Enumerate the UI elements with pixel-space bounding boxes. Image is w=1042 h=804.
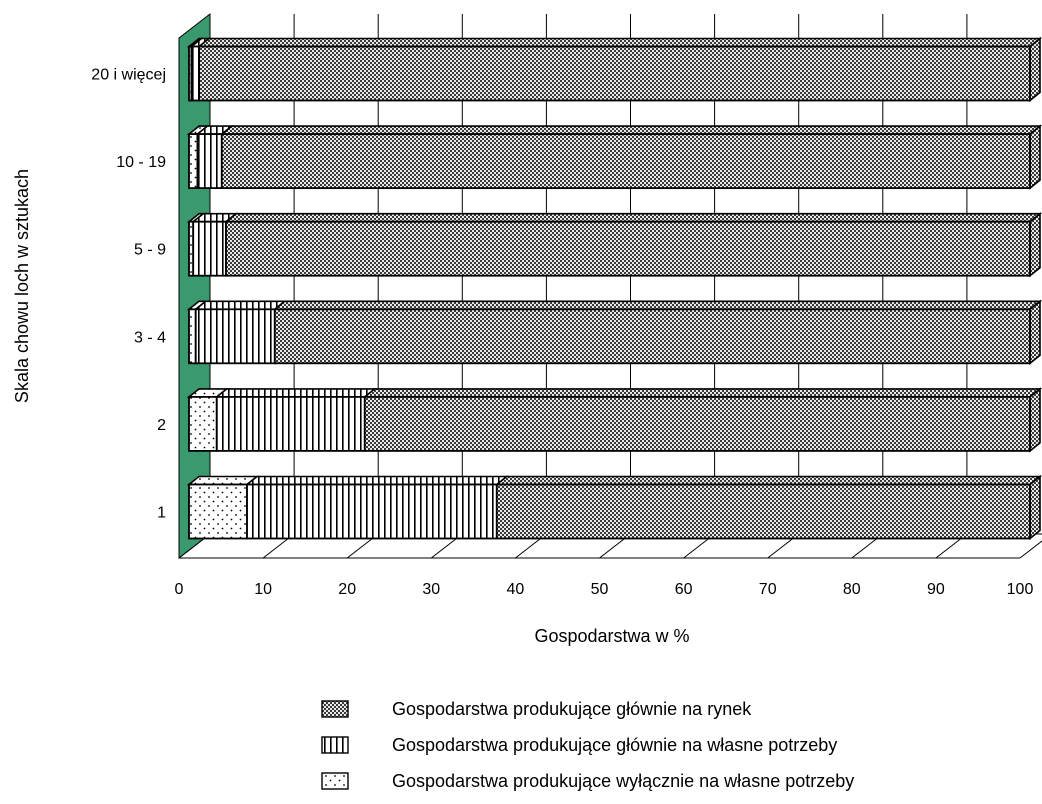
x-tick-label: 100: [1007, 581, 1034, 598]
bar-segment: [365, 397, 1030, 451]
bar-segment-top: [189, 477, 257, 485]
category-label: 5 - 9: [134, 242, 166, 259]
legend-label: Gospodarstwa produkujące głównie na ryne…: [392, 699, 752, 719]
category-label: 2: [157, 417, 166, 434]
category-label: 20 i więcej: [91, 67, 166, 84]
legend-swatch: [322, 701, 348, 717]
bar-segment: [247, 485, 497, 539]
legend-swatch: [322, 737, 348, 753]
bar-segment-top: [365, 389, 1040, 397]
x-tick-label: 20: [338, 581, 356, 598]
bar-segment: [189, 309, 196, 363]
bar-end-side: [1030, 301, 1040, 363]
legend-label: Gospodarstwa produkujące głównie na włas…: [392, 735, 837, 755]
x-tick-label: 10: [254, 581, 272, 598]
x-tick-label: 90: [927, 581, 945, 598]
bar-end-side: [1030, 126, 1040, 188]
x-tick-label: 40: [507, 581, 525, 598]
bar-segment: [217, 397, 365, 451]
bar-segment-top: [247, 477, 507, 485]
bar-segment: [222, 134, 1030, 188]
category-label: 10 - 19: [116, 154, 166, 171]
x-tick-label: 80: [843, 581, 861, 598]
x-tick-label: 0: [175, 581, 184, 598]
bar-segment: [226, 222, 1030, 276]
bar-segment: [189, 485, 247, 539]
legend-swatch: [322, 773, 348, 789]
x-tick-label: 70: [759, 581, 777, 598]
bar-segment: [189, 397, 217, 451]
bar-segment: [199, 47, 1030, 101]
category-label: 1: [157, 505, 166, 522]
bar-segment: [189, 134, 197, 188]
y-axis-title: Skala chowu loch w sztukach: [12, 169, 32, 403]
x-axis-title: Gospodarstwa w %: [534, 626, 689, 646]
bar-segment: [196, 309, 275, 363]
x-tick-label: 60: [675, 581, 693, 598]
bar-segment-top: [497, 477, 1040, 485]
category-label: 3 - 4: [134, 329, 166, 346]
bar-segment: [192, 47, 200, 101]
bar-segment-top: [222, 126, 1040, 134]
bar-segment-top: [275, 301, 1040, 309]
x-tick-label: 30: [422, 581, 440, 598]
bar-segment: [497, 485, 1030, 539]
bar-segment: [193, 222, 226, 276]
bar-segment-top: [196, 301, 285, 309]
bar-end-side: [1030, 214, 1040, 276]
bar-segment-top: [217, 389, 375, 397]
bar-end-side: [1030, 39, 1040, 101]
bar-segment: [275, 309, 1030, 363]
bar-segment-top: [226, 214, 1040, 222]
legend-label: Gospodarstwa produkujące wyłącznie na wł…: [392, 771, 854, 791]
x-tick-label: 50: [591, 581, 609, 598]
bar-segment-top: [199, 39, 1040, 47]
bar-end-side: [1030, 477, 1040, 539]
bar-end-side: [1030, 389, 1040, 451]
bar-segment: [197, 134, 221, 188]
